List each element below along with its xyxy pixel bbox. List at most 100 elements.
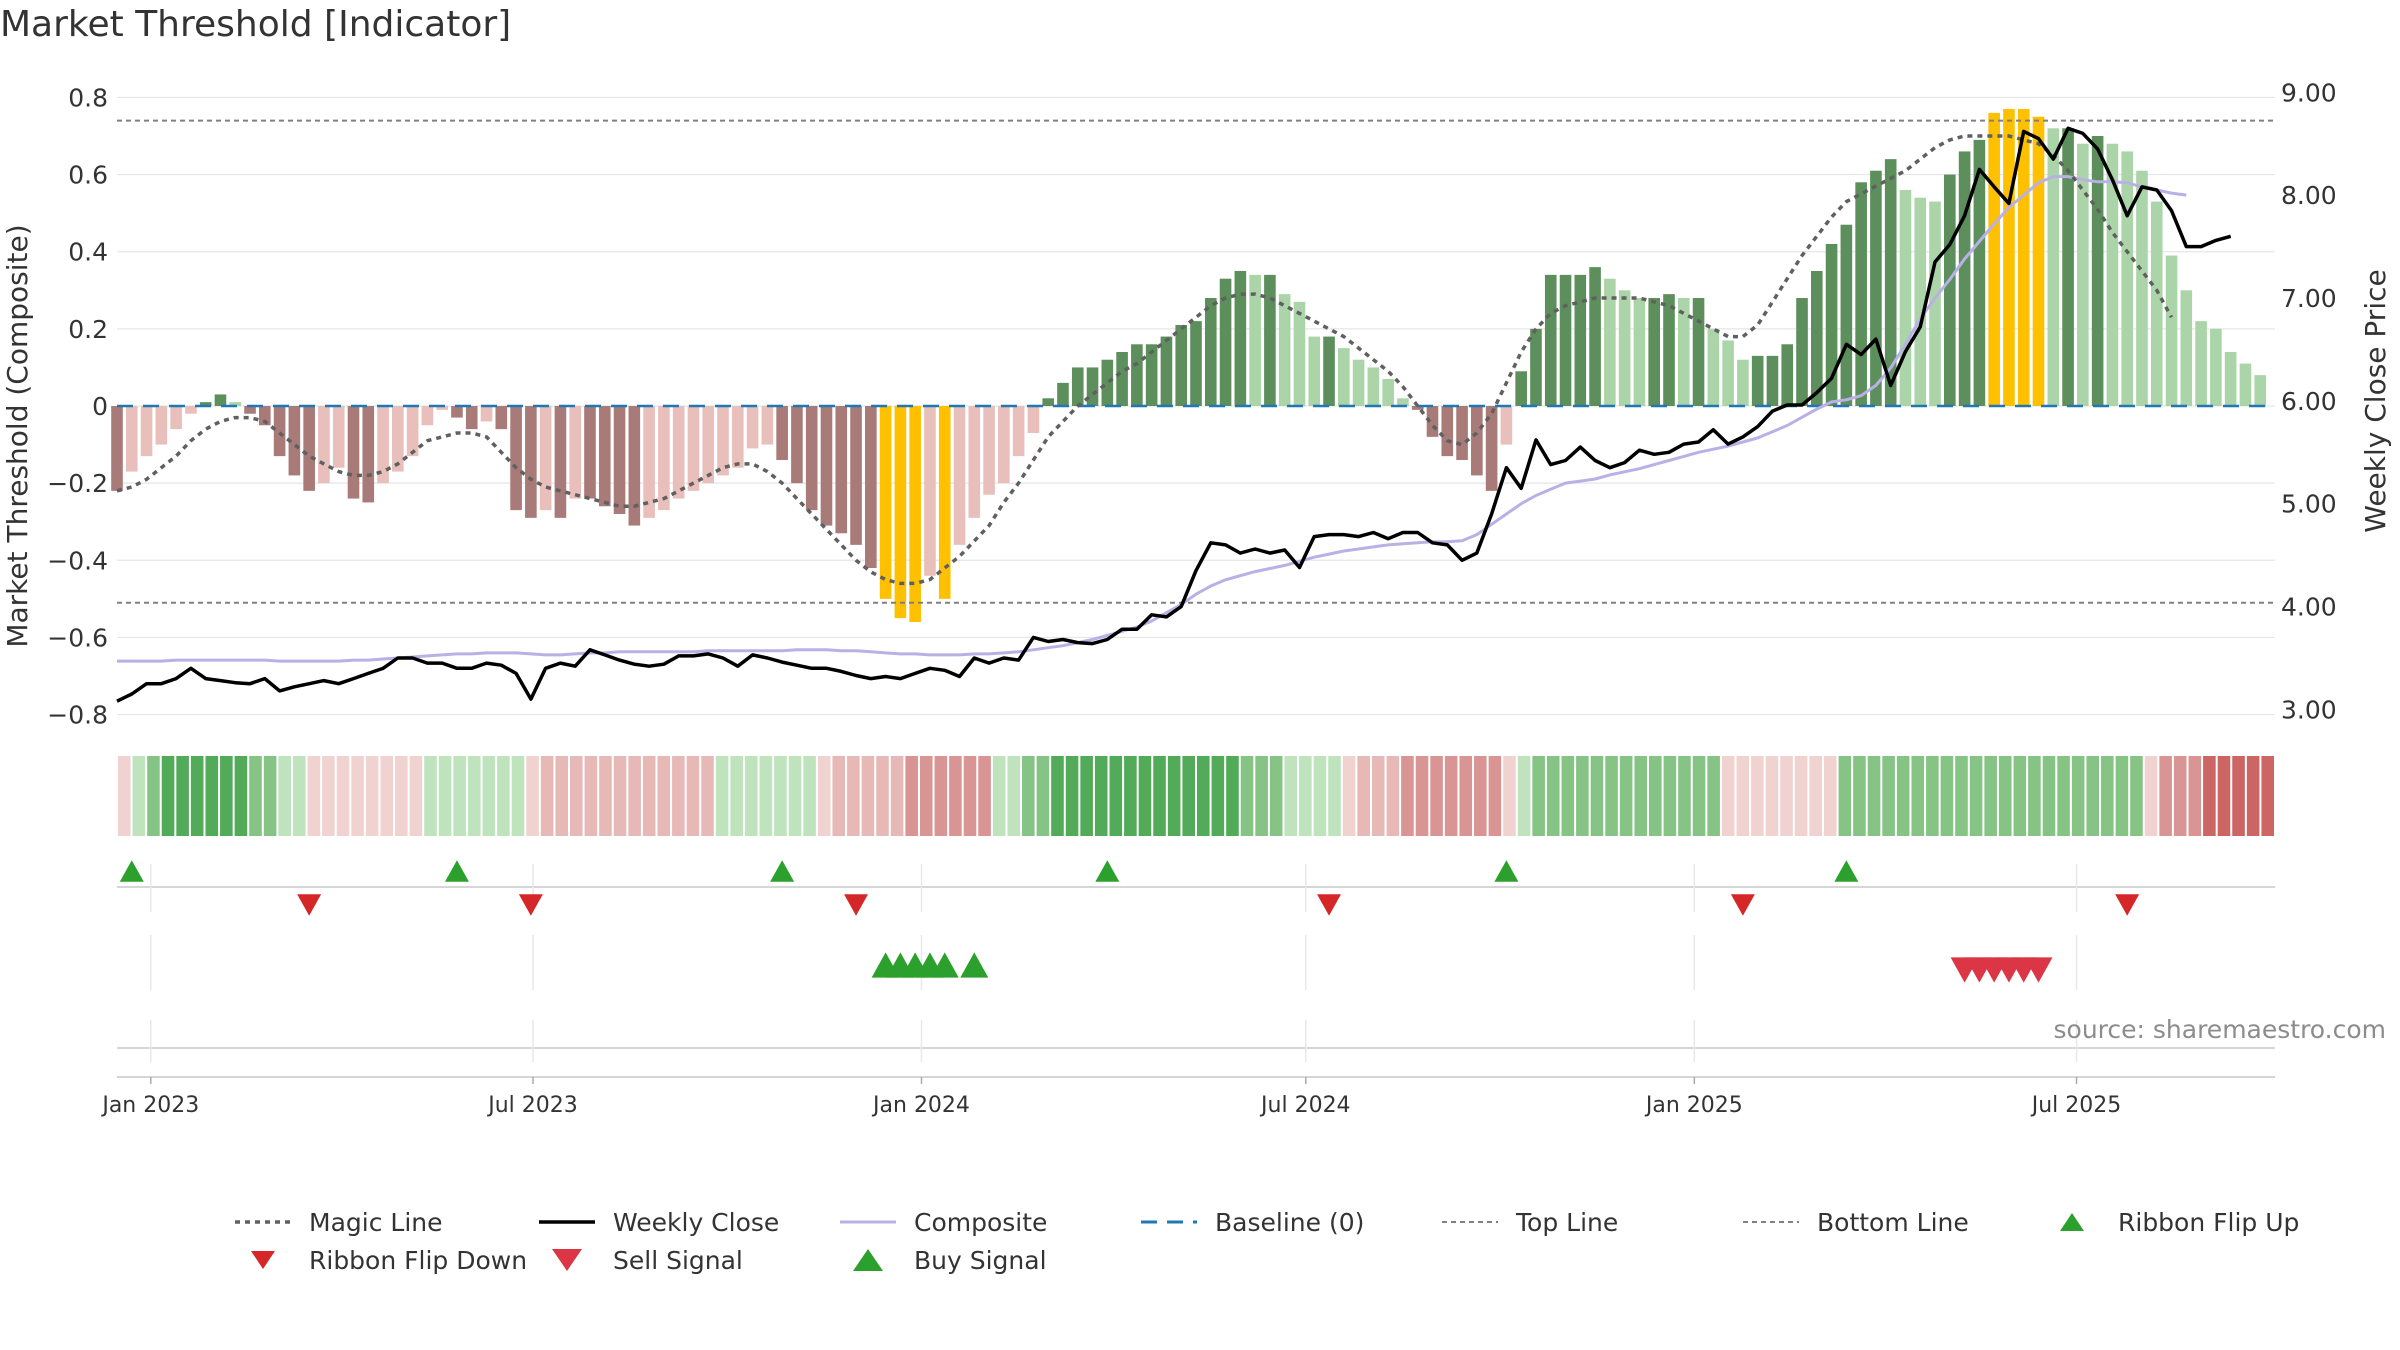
ribbon-cell	[278, 756, 291, 836]
threshold-bar	[1471, 406, 1483, 476]
threshold-bar	[1751, 355, 1764, 406]
ribbon-cell	[526, 756, 539, 836]
threshold-bar	[451, 406, 463, 418]
ribbon-cell	[1692, 756, 1706, 836]
ribbon-cell	[2203, 756, 2216, 836]
ribbon-cell	[817, 756, 831, 836]
ribbon-cell	[161, 756, 175, 836]
buy-signal-marker	[930, 952, 959, 978]
ribbon-cell	[409, 756, 423, 836]
threshold-bar	[510, 406, 522, 511]
threshold-bar	[1530, 328, 1542, 406]
x-tick-label: Jan 2024	[871, 1093, 970, 1118]
legend-item: Sell Signal	[537, 1242, 743, 1278]
ribbon-cell	[1007, 756, 1021, 836]
ribbon-cell	[1838, 756, 1852, 836]
bottom-line-swatch	[1741, 1207, 1801, 1237]
threshold-bar	[1057, 382, 1069, 406]
ribbon-cell	[2246, 756, 2260, 836]
ribbon-cell	[803, 756, 816, 836]
legend-item: Magic Line	[233, 1204, 443, 1240]
threshold-bar	[2091, 136, 2104, 406]
ribbon-cell	[511, 756, 525, 836]
ribbon-cell	[467, 756, 481, 836]
triangle-up-icon	[838, 1245, 898, 1275]
legend-label: Buy Signal	[914, 1245, 1047, 1275]
magic-line-swatch	[233, 1207, 293, 1237]
threshold-bar	[1352, 359, 1365, 406]
threshold-bar	[628, 406, 641, 526]
right-axis: 3.00 4.00 5.00 6.00 7.00 8.00 9.00 Weekly Close…	[2281, 78, 2392, 724]
ribbon-cell	[2057, 756, 2070, 836]
threshold-bar	[1086, 367, 1099, 406]
threshold-bar	[2150, 201, 2163, 406]
weekly-close-swatch	[537, 1207, 597, 1237]
ribbon-cell	[1371, 756, 1385, 836]
y2-tick-label: 5.00	[2281, 490, 2337, 519]
ribbon-cell	[190, 756, 204, 836]
threshold-bar	[1145, 344, 1158, 406]
ribbon-cell	[919, 756, 933, 836]
threshold-bar	[1131, 344, 1143, 406]
threshold-bar	[554, 406, 567, 518]
ribbon-cell	[628, 756, 641, 836]
ribbon-cell	[1167, 756, 1181, 836]
ribbon-flip-down-marker	[518, 894, 543, 916]
threshold-bar	[539, 406, 552, 511]
ribbon-flip-up-marker	[1494, 860, 1519, 882]
threshold-bar	[1101, 359, 1114, 406]
threshold-bar	[613, 406, 626, 514]
threshold-bar	[2121, 151, 2133, 406]
composite-line	[117, 175, 2187, 663]
threshold-bar	[1648, 298, 1661, 406]
ribbon-cell	[1051, 756, 1064, 836]
threshold-bar	[1810, 271, 1823, 406]
threshold-bar	[894, 406, 907, 619]
ribbon-cell	[1474, 756, 1487, 836]
threshold-bar	[480, 406, 493, 422]
ribbon-cell	[307, 756, 321, 836]
threshold-bar	[820, 406, 833, 526]
ribbon-cell	[1094, 756, 1108, 836]
threshold-bar	[805, 406, 818, 511]
ribbon-flip-down-marker	[1317, 894, 1342, 916]
threshold-bar	[1796, 298, 1808, 406]
threshold-bar	[2195, 321, 2207, 406]
threshold-bar	[1175, 325, 1188, 406]
ribbon-cell	[832, 756, 846, 836]
ribbon-cell	[2028, 756, 2041, 836]
triangle-down-icon	[537, 1245, 597, 1275]
threshold-bar	[1870, 170, 1882, 406]
left-axis: −0.8 −0.6 −0.4 −0.2 0 0.2 0.4 0.6 0.8 Market Thre…	[1, 83, 108, 729]
ribbon-cell	[2261, 756, 2274, 836]
y-tick-label: 0	[92, 392, 108, 421]
threshold-bar	[1855, 182, 1867, 406]
ribbon-flip-down-marker	[297, 894, 322, 916]
threshold-bar	[155, 406, 168, 445]
legend-item: Weekly Close	[537, 1204, 779, 1240]
ribbon-cell	[2086, 756, 2100, 836]
threshold-bar	[672, 406, 685, 499]
threshold-bar	[1160, 336, 1173, 406]
threshold-bar	[1973, 139, 1986, 406]
ribbon-cell	[1940, 756, 1954, 836]
series-lines	[116, 126, 2232, 703]
y2-tick-label: 7.00	[2281, 284, 2337, 313]
ribbon-cell	[1678, 756, 1691, 836]
ribbon-cell	[1153, 756, 1166, 836]
ribbon-cell	[1328, 756, 1341, 836]
ribbon-cell	[292, 756, 306, 836]
triangle-up-icon	[2042, 1207, 2102, 1237]
chart-title: Market Threshold [Indicator]	[0, 4, 512, 45]
ribbon-flip-down-marker	[1730, 894, 1755, 916]
x-tick-label: Jan 2025	[1644, 1093, 1743, 1118]
legend-item: Ribbon Flip Down	[233, 1242, 527, 1278]
ribbon-cell	[1065, 756, 1079, 836]
y-axis-label: Market Threshold (Composite)	[1, 224, 34, 647]
ribbon-cell	[453, 756, 466, 836]
threshold-bar	[1219, 278, 1232, 406]
ribbon-flip-up-marker	[1834, 860, 1859, 882]
legend-label: Ribbon Flip Down	[309, 1245, 528, 1275]
ribbon-cell	[905, 756, 918, 836]
ribbon-cell	[672, 756, 685, 836]
